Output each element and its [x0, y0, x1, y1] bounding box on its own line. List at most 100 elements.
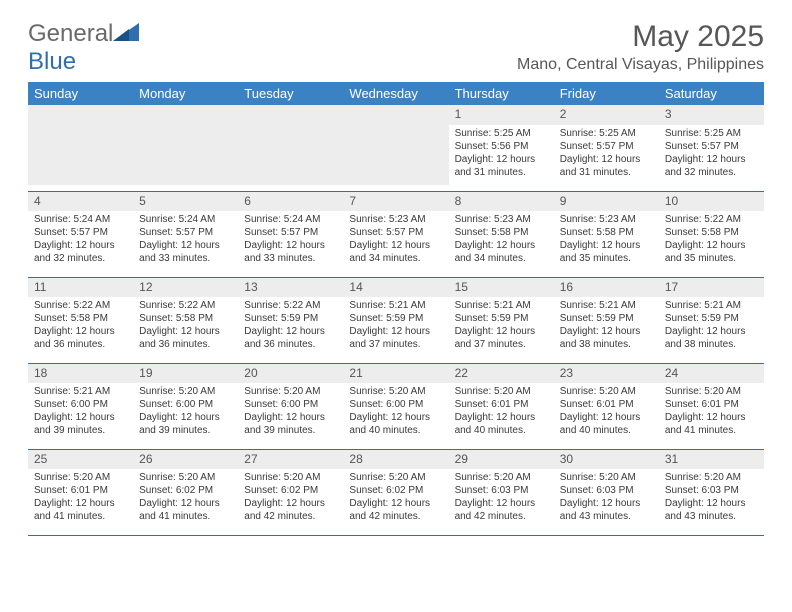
daylight-line: Daylight: 12 hours and 39 minutes.: [139, 411, 232, 437]
daylight-line: Daylight: 12 hours and 43 minutes.: [560, 497, 653, 523]
calendar-day-cell: 28Sunrise: 5:20 AMSunset: 6:02 PMDayligh…: [343, 449, 448, 535]
daylight-line: Daylight: 12 hours and 38 minutes.: [665, 325, 758, 351]
sunrise-line: Sunrise: 5:23 AM: [455, 213, 548, 226]
calendar-week-row: 18Sunrise: 5:21 AMSunset: 6:00 PMDayligh…: [28, 363, 764, 449]
calendar-day-cell: [28, 105, 133, 191]
day-number: 8: [449, 192, 554, 212]
daylight-line: Daylight: 12 hours and 36 minutes.: [34, 325, 127, 351]
sunrise-line: Sunrise: 5:24 AM: [34, 213, 127, 226]
calendar-day-cell: 16Sunrise: 5:21 AMSunset: 5:59 PMDayligh…: [554, 277, 659, 363]
sunrise-line: Sunrise: 5:20 AM: [244, 385, 337, 398]
weekday-header: Tuesday: [238, 82, 343, 105]
brand-logo: General Blue: [28, 20, 139, 76]
sunset-line: Sunset: 5:57 PM: [139, 226, 232, 239]
day-number: 30: [554, 450, 659, 470]
sunrise-line: Sunrise: 5:24 AM: [244, 213, 337, 226]
daylight-line: Daylight: 12 hours and 38 minutes.: [560, 325, 653, 351]
calendar-day-cell: 13Sunrise: 5:22 AMSunset: 5:59 PMDayligh…: [238, 277, 343, 363]
calendar-day-cell: 15Sunrise: 5:21 AMSunset: 5:59 PMDayligh…: [449, 277, 554, 363]
daylight-line: Daylight: 12 hours and 39 minutes.: [34, 411, 127, 437]
day-content: Sunrise: 5:20 AMSunset: 6:00 PMDaylight:…: [343, 383, 448, 441]
sunrise-line: Sunrise: 5:21 AM: [349, 299, 442, 312]
day-number: 9: [554, 192, 659, 212]
sunrise-line: Sunrise: 5:25 AM: [665, 127, 758, 140]
sunrise-line: Sunrise: 5:20 AM: [349, 471, 442, 484]
daylight-line: Daylight: 12 hours and 32 minutes.: [34, 239, 127, 265]
day-number: [238, 105, 343, 125]
daylight-line: Daylight: 12 hours and 35 minutes.: [665, 239, 758, 265]
weekday-header: Saturday: [659, 82, 764, 105]
daylight-line: Daylight: 12 hours and 34 minutes.: [349, 239, 442, 265]
day-content: Sunrise: 5:25 AMSunset: 5:57 PMDaylight:…: [659, 125, 764, 183]
sunset-line: Sunset: 5:58 PM: [665, 226, 758, 239]
day-number: 5: [133, 192, 238, 212]
sunset-line: Sunset: 6:01 PM: [665, 398, 758, 411]
daylight-line: Daylight: 12 hours and 31 minutes.: [455, 153, 548, 179]
calendar-day-cell: 4Sunrise: 5:24 AMSunset: 5:57 PMDaylight…: [28, 191, 133, 277]
sunset-line: Sunset: 5:57 PM: [349, 226, 442, 239]
day-content: Sunrise: 5:25 AMSunset: 5:57 PMDaylight:…: [554, 125, 659, 183]
brand-word1: General: [28, 20, 113, 47]
sunrise-line: Sunrise: 5:20 AM: [560, 471, 653, 484]
sunset-line: Sunset: 6:02 PM: [349, 484, 442, 497]
day-content: Sunrise: 5:21 AMSunset: 6:00 PMDaylight:…: [28, 383, 133, 441]
sunset-line: Sunset: 6:00 PM: [34, 398, 127, 411]
day-number: 15: [449, 278, 554, 298]
day-number: 1: [449, 105, 554, 125]
sunset-line: Sunset: 5:59 PM: [455, 312, 548, 325]
daylight-line: Daylight: 12 hours and 42 minutes.: [244, 497, 337, 523]
calendar-day-cell: 20Sunrise: 5:20 AMSunset: 6:00 PMDayligh…: [238, 363, 343, 449]
day-number: 7: [343, 192, 448, 212]
weekday-header: Thursday: [449, 82, 554, 105]
calendar-table: SundayMondayTuesdayWednesdayThursdayFrid…: [28, 82, 764, 535]
calendar-day-cell: 31Sunrise: 5:20 AMSunset: 6:03 PMDayligh…: [659, 449, 764, 535]
calendar-day-cell: 18Sunrise: 5:21 AMSunset: 6:00 PMDayligh…: [28, 363, 133, 449]
day-number: [133, 105, 238, 125]
day-content: Sunrise: 5:20 AMSunset: 6:02 PMDaylight:…: [133, 469, 238, 527]
sunrise-line: Sunrise: 5:25 AM: [560, 127, 653, 140]
sunrise-line: Sunrise: 5:21 AM: [34, 385, 127, 398]
day-number: 22: [449, 364, 554, 384]
calendar-day-cell: 1Sunrise: 5:25 AMSunset: 5:56 PMDaylight…: [449, 105, 554, 191]
day-content: Sunrise: 5:21 AMSunset: 5:59 PMDaylight:…: [343, 297, 448, 355]
sunset-line: Sunset: 5:59 PM: [349, 312, 442, 325]
daylight-line: Daylight: 12 hours and 40 minutes.: [349, 411, 442, 437]
day-content: [28, 125, 133, 185]
day-number: 12: [133, 278, 238, 298]
brand-mark-icon: [113, 23, 139, 41]
day-number: 26: [133, 450, 238, 470]
day-number: 2: [554, 105, 659, 125]
day-content: Sunrise: 5:25 AMSunset: 5:56 PMDaylight:…: [449, 125, 554, 183]
day-content: Sunrise: 5:20 AMSunset: 6:00 PMDaylight:…: [133, 383, 238, 441]
day-number: 25: [28, 450, 133, 470]
header: General Blue May 2025 Mano, Central Visa…: [28, 20, 764, 76]
daylight-line: Daylight: 12 hours and 43 minutes.: [665, 497, 758, 523]
day-content: Sunrise: 5:24 AMSunset: 5:57 PMDaylight:…: [133, 211, 238, 269]
sunset-line: Sunset: 6:00 PM: [349, 398, 442, 411]
day-content: Sunrise: 5:20 AMSunset: 6:03 PMDaylight:…: [659, 469, 764, 527]
day-content: Sunrise: 5:20 AMSunset: 6:01 PMDaylight:…: [554, 383, 659, 441]
sunset-line: Sunset: 5:57 PM: [665, 140, 758, 153]
daylight-line: Daylight: 12 hours and 41 minutes.: [665, 411, 758, 437]
day-number: 14: [343, 278, 448, 298]
sunrise-line: Sunrise: 5:20 AM: [455, 471, 548, 484]
calendar-day-cell: [133, 105, 238, 191]
sunset-line: Sunset: 5:56 PM: [455, 140, 548, 153]
day-number: 17: [659, 278, 764, 298]
calendar-day-cell: 19Sunrise: 5:20 AMSunset: 6:00 PMDayligh…: [133, 363, 238, 449]
day-number: 10: [659, 192, 764, 212]
day-number: 23: [554, 364, 659, 384]
sunrise-line: Sunrise: 5:25 AM: [455, 127, 548, 140]
sunset-line: Sunset: 5:58 PM: [139, 312, 232, 325]
sunset-line: Sunset: 5:59 PM: [560, 312, 653, 325]
day-content: Sunrise: 5:22 AMSunset: 5:58 PMDaylight:…: [133, 297, 238, 355]
calendar-day-cell: 17Sunrise: 5:21 AMSunset: 5:59 PMDayligh…: [659, 277, 764, 363]
day-content: Sunrise: 5:22 AMSunset: 5:58 PMDaylight:…: [28, 297, 133, 355]
sunset-line: Sunset: 5:57 PM: [244, 226, 337, 239]
calendar-day-cell: 5Sunrise: 5:24 AMSunset: 5:57 PMDaylight…: [133, 191, 238, 277]
sunset-line: Sunset: 6:01 PM: [560, 398, 653, 411]
daylight-line: Daylight: 12 hours and 35 minutes.: [560, 239, 653, 265]
sunset-line: Sunset: 6:00 PM: [139, 398, 232, 411]
sunset-line: Sunset: 6:03 PM: [455, 484, 548, 497]
day-content: Sunrise: 5:20 AMSunset: 6:01 PMDaylight:…: [659, 383, 764, 441]
